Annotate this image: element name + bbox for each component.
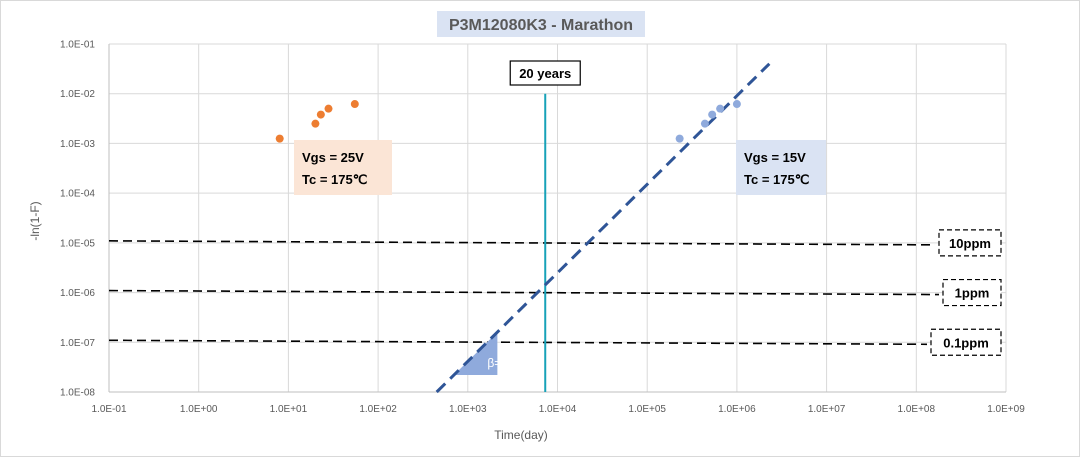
x-tick-label: 1.0E+03 xyxy=(449,404,487,415)
y-tick-label: 1.0E-07 xyxy=(60,338,95,349)
twenty-years-box xyxy=(509,60,581,86)
chart-title-background xyxy=(437,11,645,37)
reference-label: 0.1ppm xyxy=(943,335,989,350)
blue-data-point xyxy=(732,100,741,109)
axes xyxy=(108,44,1006,393)
x-tick-label: 1.0E+08 xyxy=(898,404,936,415)
fit-line-group xyxy=(435,62,771,394)
reference-label: 10ppm xyxy=(949,236,991,251)
annotation-box xyxy=(736,140,826,195)
reference-line xyxy=(108,339,928,346)
reference-line xyxy=(108,289,940,296)
x-tick-label: 1.0E+02 xyxy=(359,404,397,415)
y-tick-label: 1.0E-08 xyxy=(60,388,95,399)
annotation-text: Tc = 175℃ xyxy=(744,172,809,187)
blue-data-point xyxy=(708,110,717,119)
blue-data-point xyxy=(675,134,684,143)
annotations: Vgs = 25V Tc = 175℃ Vgs = 15V Tc = 175℃ xyxy=(294,140,826,195)
x-tick-label: 1.0E+07 xyxy=(808,404,846,415)
orange-data-point xyxy=(311,119,320,128)
blue-data-point xyxy=(716,104,725,113)
reference-label-box xyxy=(942,278,1002,307)
y-tick-label: 1.0E-01 xyxy=(60,40,95,51)
y-axis-title: -ln(1-F) xyxy=(28,201,42,240)
x-tick-label: 1.0E+04 xyxy=(539,404,577,415)
blue-data-point xyxy=(700,119,709,128)
y-tick-label: 1.0E-05 xyxy=(60,238,95,249)
y-tick-label: 1.0E-03 xyxy=(60,139,95,150)
orange-data-point xyxy=(324,104,333,113)
x-tick-labels: 1.0E-01 1.0E+00 1.0E+01 1.0E+02 1.0E+03 1.0E+… xyxy=(91,404,1025,415)
annotation-text: Tc = 175℃ xyxy=(302,172,367,187)
chart-title: P3M12080K3 - Marathon xyxy=(449,17,633,34)
orange-data-point xyxy=(350,100,359,109)
y-tick-label: 1.0E-06 xyxy=(60,288,95,299)
x-tick-label: 1.0E+01 xyxy=(270,404,308,415)
fit-line xyxy=(435,62,771,394)
y-tick-label: 1.0E-02 xyxy=(60,89,95,100)
reference-line xyxy=(108,240,936,246)
reference-lines: 10ppm 1ppm 0.1ppm xyxy=(108,229,1002,356)
x-tick-label: 1.0E-01 xyxy=(91,404,126,415)
annotation-text: Vgs = 15V xyxy=(744,150,806,165)
annotation-box xyxy=(294,140,392,195)
reference-label-box xyxy=(938,229,1002,257)
grid-lines xyxy=(108,43,1007,393)
data-points xyxy=(275,100,741,143)
y-tick-labels: 1.0E-01 1.0E-02 1.0E-03 1.0E-04 1.0E-05 1.0E-… xyxy=(60,40,95,399)
x-tick-label: 1.0E+09 xyxy=(987,404,1025,415)
slope-triangle-shape xyxy=(453,332,498,375)
slope-label: β=1 xyxy=(487,356,508,370)
x-tick-label: 1.0E+06 xyxy=(718,404,756,415)
y-tick-label: 1.0E-04 xyxy=(60,189,95,200)
x-axis-title: Time(day) xyxy=(494,428,548,442)
x-tick-label: 1.0E+05 xyxy=(628,404,666,415)
annotation-text: Vgs = 25V xyxy=(302,150,364,165)
orange-data-point xyxy=(316,110,325,119)
reference-label-box xyxy=(930,328,1002,356)
twenty-years-label: 20 years xyxy=(519,66,571,81)
vertical-marker: 20 years xyxy=(509,60,581,392)
slope-triangle: β=1 xyxy=(453,332,508,375)
x-tick-label: 1.0E+00 xyxy=(180,404,218,415)
orange-data-point xyxy=(275,134,284,143)
reference-label: 1ppm xyxy=(955,286,990,301)
